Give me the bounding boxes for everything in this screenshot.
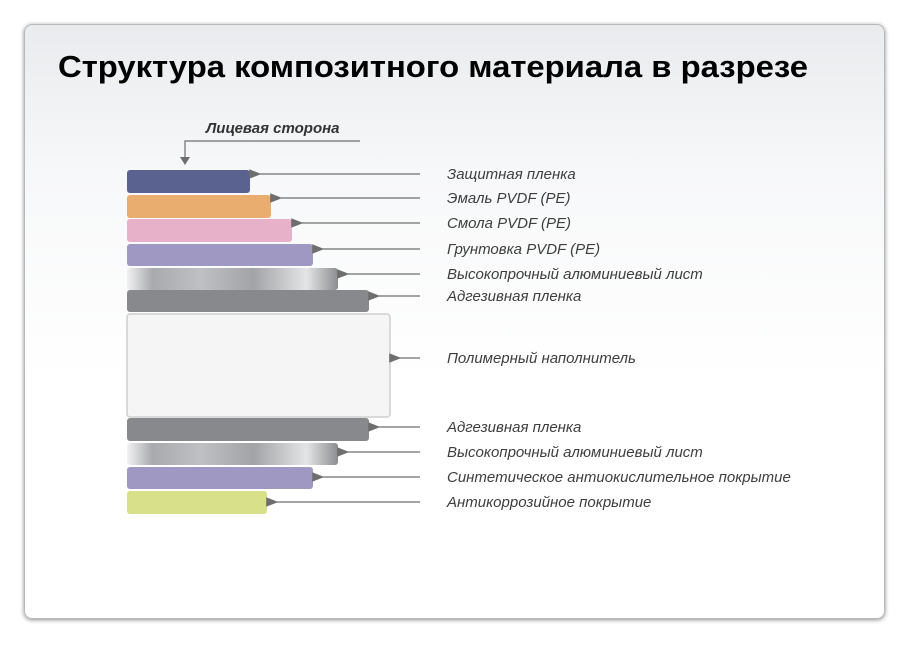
face-side-pointer (184, 140, 360, 158)
layer-1 (127, 170, 250, 193)
layer-10 (127, 467, 313, 489)
layer-label: Высокопрочный алюминиевый лист (447, 266, 703, 283)
layer-2 (127, 195, 271, 218)
layer-4 (127, 244, 313, 266)
layer-label: Защитная пленка (447, 166, 576, 183)
layer-label: Синтетическое антиокислительное покрытие (447, 469, 791, 486)
layer-label: Смола PVDF (PE) (447, 215, 571, 232)
arrow-down-icon (180, 157, 190, 165)
page-title: Структура композитного материала в разре… (58, 49, 808, 84)
layer-3 (127, 219, 292, 242)
layer-7 (126, 313, 391, 418)
face-side-label: Лицевая сторона (205, 120, 340, 137)
layer-label: Полимерный наполнитель (447, 350, 636, 367)
layer-8 (127, 418, 369, 441)
layer-9 (127, 443, 338, 465)
layer-5 (127, 268, 338, 290)
layer-label: Адгезивная пленка (446, 288, 581, 305)
layer-label: Грунтовка PVDF (PE) (447, 241, 600, 258)
layer-label: Антикоррозийное покрытие (446, 494, 651, 511)
layer-label: Эмаль PVDF (PE) (447, 190, 570, 207)
layer-11 (127, 491, 267, 514)
layer-6 (127, 290, 369, 312)
layer-label: Высокопрочный алюминиевый лист (447, 444, 703, 461)
layer-label: Адгезивная пленка (446, 419, 581, 436)
